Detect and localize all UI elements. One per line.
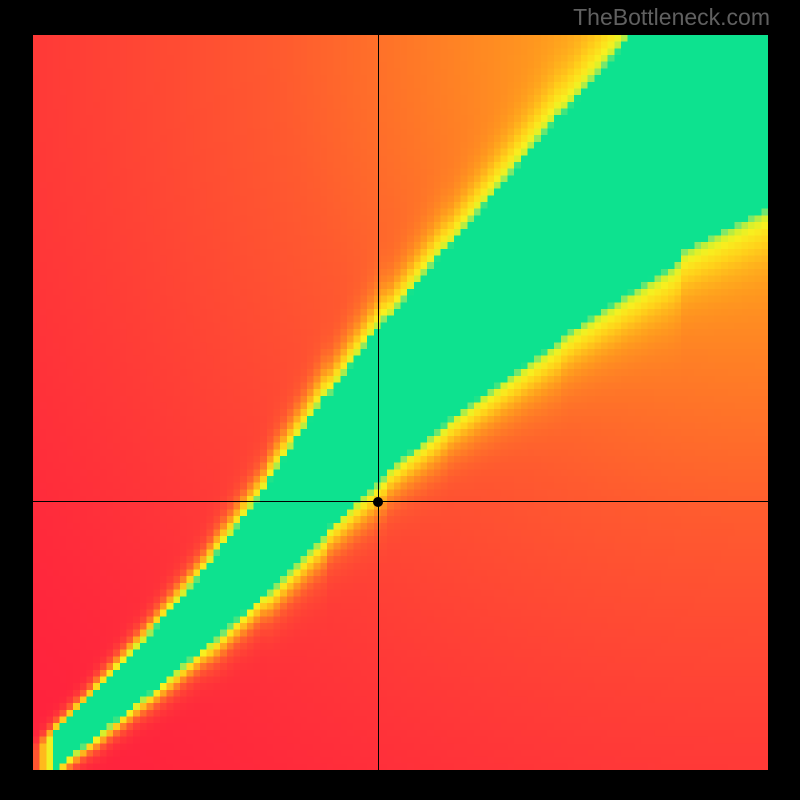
marker-dot	[373, 497, 383, 507]
heatmap-canvas	[33, 35, 768, 770]
crosshair-vertical	[378, 35, 379, 770]
chart-container: TheBottleneck.com	[0, 0, 800, 800]
watermark-text: TheBottleneck.com	[573, 4, 770, 31]
crosshair-horizontal	[33, 501, 768, 502]
